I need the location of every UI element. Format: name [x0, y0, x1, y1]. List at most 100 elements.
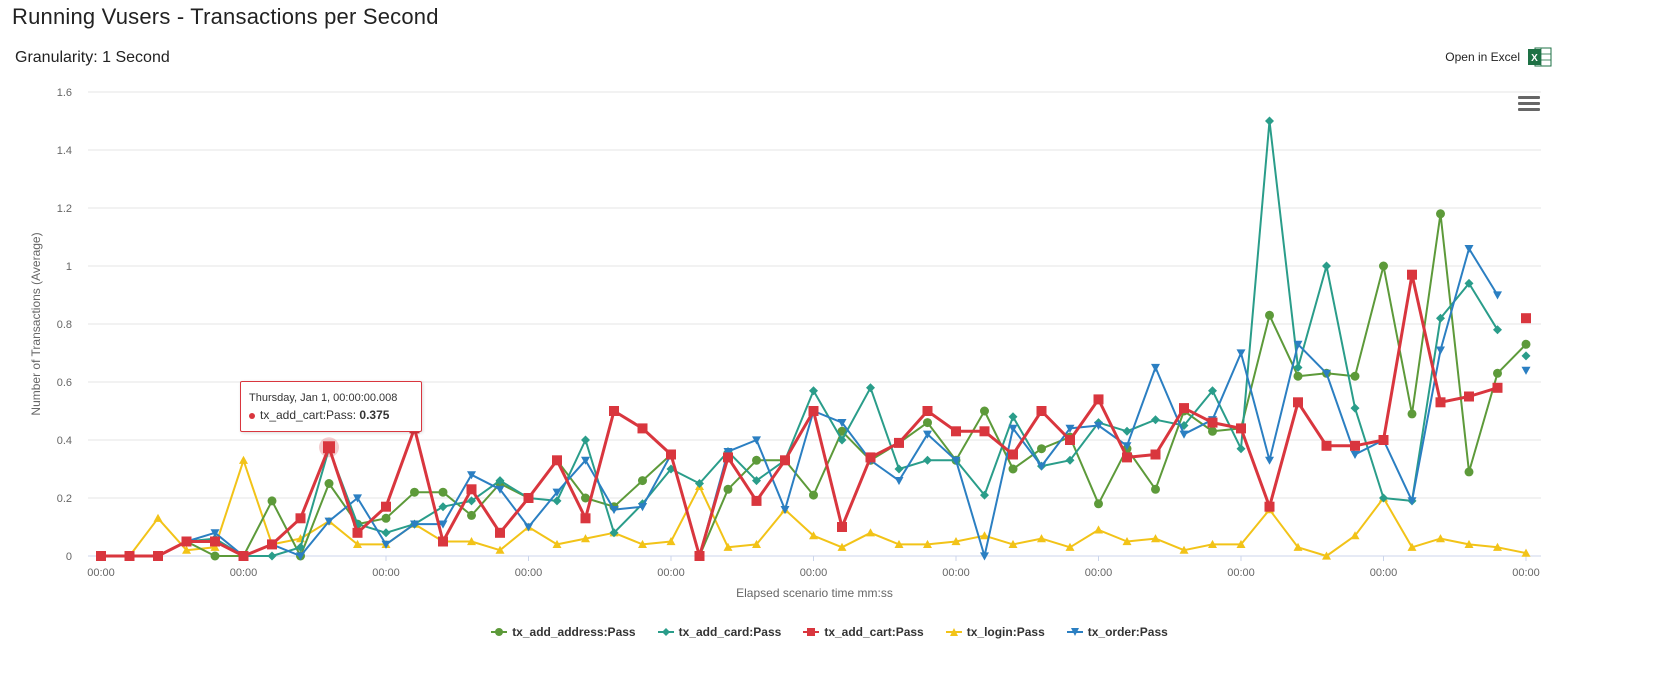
point-tx-add-card-pass: [1065, 455, 1075, 465]
point-tx-add-cart-pass: [609, 406, 619, 416]
point-tx-add-cart-pass: [837, 522, 847, 532]
point-tx-add-card-pass: [923, 455, 932, 465]
tooltip: Thursday, Jan 1, 00:00:00.008 tx_add_car…: [240, 381, 422, 432]
point-tx-add-card-pass: [1151, 415, 1160, 425]
legend-item-tx-add-cart-pass[interactable]: tx_add_cart:Pass: [803, 625, 924, 639]
point-tx-add-card-pass: [609, 528, 619, 538]
point-tx-order-pass: [1493, 291, 1502, 300]
chart-legend: tx_add_address:Pass tx_add_card:Pass tx_ad…: [0, 625, 1659, 639]
point-tx-login-pass: [1236, 539, 1246, 548]
point-tx-add-cart-pass: [1521, 313, 1531, 324]
point-tx-add-card-pass: [695, 479, 704, 488]
point-tx-add-cart-pass: [1093, 394, 1104, 405]
point-tx-login-pass: [1521, 548, 1531, 557]
point-tx-add-card-pass: [1008, 412, 1018, 422]
point-tx-login-pass: [239, 455, 248, 464]
point-tx-add-cart-pass: [894, 437, 904, 448]
point-tx-add-cart-pass: [1293, 397, 1303, 408]
legend-label: tx_order:Pass: [1087, 625, 1168, 639]
point-tx-login-pass: [1293, 542, 1303, 551]
point-tx-add-cart-pass: [951, 426, 961, 437]
point-tx-login-pass: [1094, 525, 1103, 534]
point-tx-add-card-pass: [809, 386, 818, 396]
point-tx-add-cart-pass: [381, 501, 391, 512]
point-tx-login-pass: [723, 542, 733, 551]
point-tx-add-cart-pass: [523, 493, 534, 503]
point-tx-order-pass: [1293, 340, 1303, 349]
point-tx-add-card-pass: [1208, 386, 1217, 396]
y-tick-label: 0: [66, 551, 72, 563]
legend-item-tx-login-pass[interactable]: tx_login:Pass: [945, 625, 1045, 639]
point-tx-order-pass: [495, 485, 505, 494]
series-line-tx-order-pass: [101, 247, 1499, 557]
point-tx-add-card-pass: [552, 496, 562, 506]
point-tx-order-pass: [381, 540, 391, 549]
point-tx-add-cart-pass: [865, 452, 876, 463]
point-tx-add-cart-pass: [153, 551, 163, 561]
granularity-label: Granularity: 1 Second: [15, 49, 170, 66]
x-tick-label: 00:00: [800, 567, 828, 579]
tooltip-series-label: tx_add_cart:Pass:: [260, 408, 360, 422]
chart-menu-icon[interactable]: [1518, 96, 1540, 114]
y-tick-label: 1.2: [57, 203, 72, 215]
point-tx-order-pass: [609, 506, 619, 515]
point-tx-add-card-pass: [1379, 493, 1388, 503]
point-tx-add-cart-pass: [637, 423, 648, 434]
point-tx-add-address-pass: [1037, 444, 1046, 454]
point-tx-order-pass: [894, 477, 904, 486]
legend-item-tx-add-card-pass[interactable]: tx_add_card:Pass: [657, 625, 781, 639]
point-tx-add-address-pass: [723, 484, 733, 494]
point-tx-add-card-pass: [1521, 351, 1531, 361]
point-tx-add-cart-pass: [295, 513, 306, 524]
point-tx-order-pass: [524, 523, 533, 532]
point-tx-login-pass: [495, 545, 505, 554]
point-tx-add-cart-pass: [808, 406, 819, 416]
point-tx-login-pass: [552, 539, 562, 548]
point-tx-add-address-pass: [1493, 368, 1502, 378]
point-tx-add-cart-pass: [96, 551, 106, 561]
point-tx-order-pass: [1037, 462, 1046, 471]
x-tick-label: 00:00: [1370, 567, 1398, 579]
point-tx-login-pass: [1407, 542, 1417, 551]
tooltip-value: 0.375: [359, 408, 390, 422]
point-tx-add-address-pass: [1407, 409, 1417, 419]
point-tx-add-cart-pass: [580, 513, 591, 524]
point-tx-order-pass: [296, 552, 305, 561]
point-tx-order-pass: [581, 456, 590, 465]
point-tx-order-pass: [980, 552, 989, 561]
point-tx-add-address-pass: [1350, 371, 1360, 381]
point-tx-order-pass: [638, 503, 647, 512]
point-tx-order-pass: [1521, 366, 1531, 375]
point-tx-add-address-pass: [581, 493, 590, 503]
point-tx-add-card-pass: [267, 551, 277, 561]
legend-item-tx-order-pass[interactable]: tx_order:Pass: [1066, 625, 1168, 639]
point-tx-order-pass: [353, 494, 362, 503]
point-tx-add-cart-pass: [1264, 501, 1275, 512]
point-tx-login-pass: [1065, 542, 1075, 551]
highlighted-point: [323, 441, 335, 454]
point-tx-order-pass: [1008, 424, 1018, 433]
legend-item-tx-add-address-pass[interactable]: tx_add_address:Pass: [491, 625, 636, 639]
open-in-excel-button[interactable]: Open in Excel X: [1445, 46, 1552, 68]
point-tx-order-pass: [467, 471, 476, 480]
point-tx-add-cart-pass: [495, 527, 505, 538]
x-tick-label: 00:00: [1227, 567, 1255, 579]
point-tx-add-cart-pass: [181, 536, 192, 547]
point-tx-add-card-pass: [1122, 426, 1132, 436]
point-tx-add-cart-pass: [1321, 440, 1332, 451]
point-tx-add-card-pass: [752, 476, 761, 486]
point-tx-add-cart-pass: [751, 495, 762, 506]
point-tx-order-pass: [1122, 442, 1132, 451]
point-tx-add-cart-pass: [124, 551, 135, 561]
point-tx-login-pass: [1179, 545, 1189, 554]
point-tx-login-pass: [923, 539, 932, 548]
point-tx-add-card-pass: [866, 383, 875, 393]
point-tx-order-pass: [410, 520, 419, 529]
point-tx-add-cart-pass: [1236, 423, 1246, 434]
point-tx-add-address-pass: [752, 455, 761, 465]
y-tick-label: 0.6: [57, 377, 72, 389]
point-tx-login-pass: [752, 539, 761, 548]
point-tx-add-cart-pass: [694, 551, 705, 561]
tooltip-date: Thursday, Jan 1, 00:00:00.008: [249, 392, 398, 404]
point-tx-add-address-pass: [1436, 209, 1445, 219]
